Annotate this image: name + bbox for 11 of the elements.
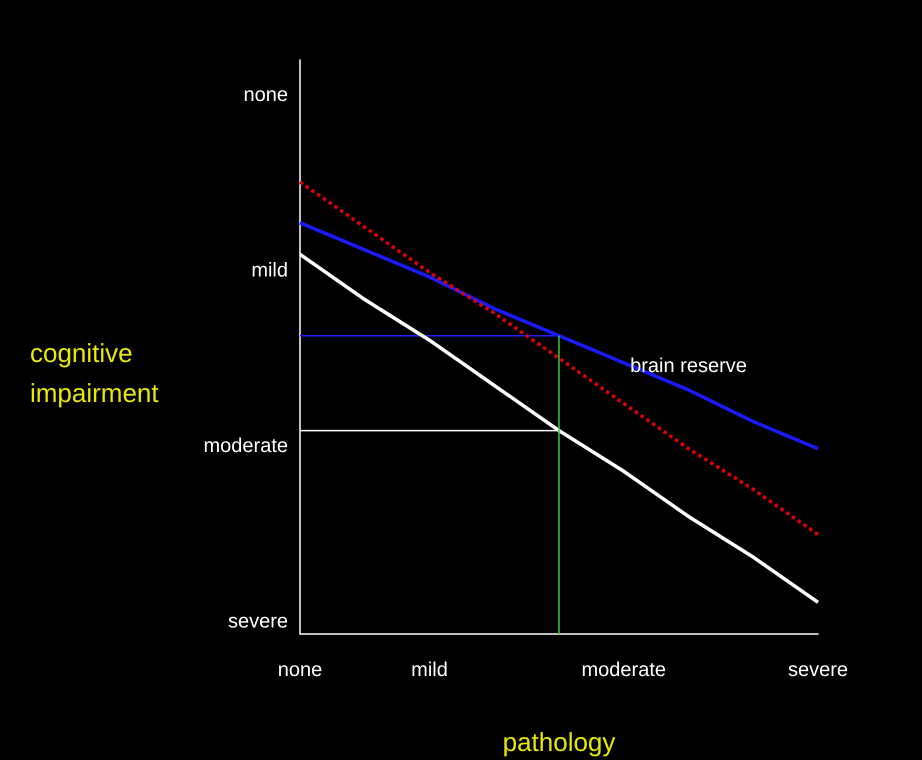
series-label: brain reserve [630, 354, 747, 377]
x-axis-title: pathology [502, 727, 616, 757]
x-tick-label: moderate [582, 659, 666, 681]
text: mild [251, 260, 288, 282]
y-axis-title: cognitive impairment [30, 338, 160, 408]
x-tick-label: none [278, 659, 322, 681]
text: severe [228, 610, 288, 633]
text: none [244, 84, 288, 106]
x-tick-label: mild [411, 659, 448, 681]
x-tick-label: severe [788, 659, 848, 681]
text: moderate [204, 435, 288, 458]
